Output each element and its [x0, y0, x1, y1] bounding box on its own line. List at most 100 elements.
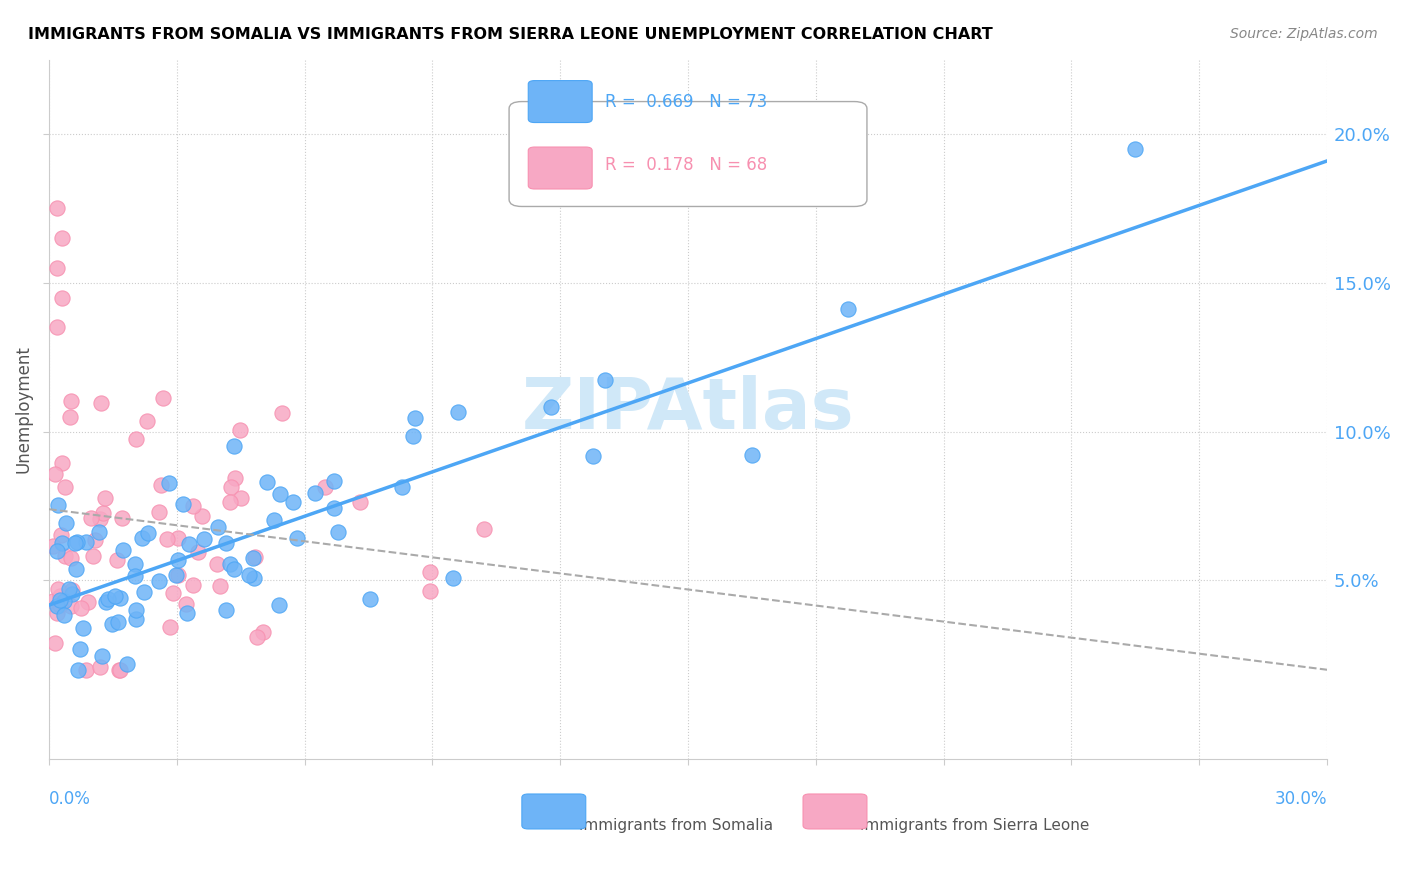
- Point: [263, 513, 285, 527]
- Point: [70, 600, 93, 615]
- Point: [55, 516, 77, 531]
- Point: [285, 531, 308, 545]
- Point: [125, 612, 148, 626]
- Point: [42, 539, 65, 553]
- Point: [89, 512, 111, 526]
- Point: [60, 582, 83, 597]
- Point: [219, 557, 242, 571]
- FancyBboxPatch shape: [509, 102, 868, 206]
- Point: [150, 478, 173, 492]
- Y-axis label: Unemployment: Unemployment: [15, 345, 32, 474]
- Point: [49, 590, 72, 604]
- Text: 30.0%: 30.0%: [1275, 790, 1327, 808]
- Point: [53, 549, 76, 564]
- Point: [60, 394, 83, 409]
- Point: [42, 593, 65, 607]
- Point: [51, 536, 73, 550]
- Text: 0.0%: 0.0%: [49, 790, 91, 808]
- Point: [51, 231, 73, 245]
- Point: [252, 625, 274, 640]
- Point: [101, 617, 124, 632]
- Point: [267, 598, 290, 612]
- Point: [124, 569, 146, 583]
- Point: [136, 526, 159, 541]
- FancyBboxPatch shape: [803, 794, 868, 829]
- Point: [402, 428, 425, 442]
- Text: Immigrants from Somalia: Immigrants from Somalia: [534, 819, 773, 833]
- Point: [582, 449, 605, 463]
- Point: [837, 301, 859, 316]
- Point: [191, 509, 214, 524]
- Point: [224, 562, 246, 576]
- Point: [349, 494, 371, 508]
- Text: Immigrants from Sierra Leone: Immigrants from Sierra Leone: [815, 819, 1090, 833]
- Point: [314, 480, 336, 494]
- Point: [111, 542, 134, 557]
- Point: [49, 598, 72, 612]
- Point: [187, 544, 209, 558]
- Point: [44, 636, 66, 650]
- Point: [46, 599, 69, 613]
- Point: [110, 663, 132, 677]
- Point: [159, 620, 181, 634]
- Point: [59, 599, 82, 613]
- Point: [1123, 142, 1146, 156]
- Point: [166, 568, 188, 582]
- Point: [87, 525, 110, 540]
- Point: [243, 550, 266, 565]
- Point: [224, 471, 246, 485]
- Point: [176, 606, 198, 620]
- Point: [246, 630, 269, 644]
- Point: [156, 533, 179, 547]
- Point: [270, 406, 292, 420]
- Text: IMMIGRANTS FROM SOMALIA VS IMMIGRANTS FROM SIERRA LEONE UNEMPLOYMENT CORRELATION: IMMIGRANTS FROM SOMALIA VS IMMIGRANTS FR…: [28, 27, 993, 42]
- Point: [322, 474, 344, 488]
- Point: [391, 480, 413, 494]
- Point: [46, 544, 69, 558]
- Point: [108, 663, 131, 677]
- Point: [89, 659, 111, 673]
- Point: [49, 528, 72, 542]
- Point: [269, 487, 291, 501]
- Point: [281, 495, 304, 509]
- Point: [181, 499, 204, 513]
- Point: [124, 432, 146, 446]
- Point: [45, 606, 67, 620]
- Text: Source: ZipAtlas.com: Source: ZipAtlas.com: [1230, 27, 1378, 41]
- Point: [49, 593, 72, 607]
- Point: [75, 663, 97, 677]
- Point: [91, 649, 114, 664]
- Point: [104, 589, 127, 603]
- Point: [46, 320, 69, 334]
- Point: [328, 525, 350, 540]
- Point: [59, 551, 82, 566]
- Point: [115, 657, 138, 671]
- Point: [165, 567, 187, 582]
- Point: [152, 392, 174, 406]
- Point: [256, 475, 278, 490]
- Point: [447, 405, 470, 419]
- Point: [80, 511, 103, 525]
- Point: [59, 409, 82, 424]
- Point: [111, 511, 134, 525]
- Point: [193, 532, 215, 546]
- FancyBboxPatch shape: [529, 80, 592, 122]
- Point: [52, 607, 75, 622]
- Point: [66, 534, 89, 549]
- Point: [51, 456, 73, 470]
- Point: [224, 439, 246, 453]
- Point: [166, 531, 188, 545]
- Point: [97, 592, 120, 607]
- Point: [84, 533, 107, 548]
- Point: [162, 586, 184, 600]
- Point: [441, 570, 464, 584]
- FancyBboxPatch shape: [522, 794, 586, 829]
- Point: [472, 522, 495, 536]
- Point: [166, 552, 188, 566]
- Point: [44, 467, 66, 481]
- Point: [46, 498, 69, 512]
- Point: [419, 584, 441, 599]
- Point: [238, 568, 260, 582]
- Point: [229, 423, 252, 437]
- Point: [172, 497, 194, 511]
